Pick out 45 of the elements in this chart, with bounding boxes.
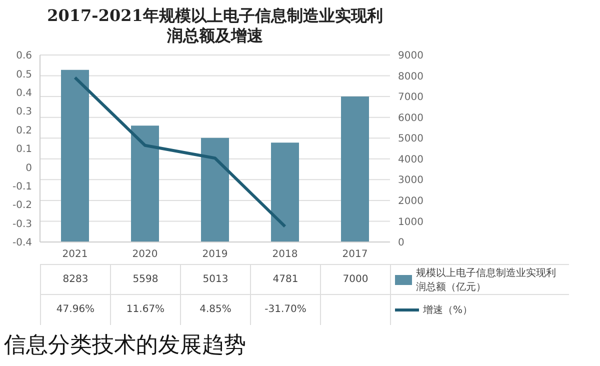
y2-tick-label: 9000 (398, 50, 424, 62)
bar (61, 70, 89, 242)
x-tick-label: 2021 (62, 249, 88, 260)
bar (271, 142, 299, 242)
bar (201, 138, 229, 242)
legend-label: 规模以上电子信息制造业实现利润总额（亿元） (416, 266, 558, 294)
y2-tick-label: 7000 (398, 92, 424, 104)
data-label: 11.67% (110, 294, 180, 324)
y-tick-label: 0 (26, 162, 32, 174)
y-tick-label: 0.5 (16, 69, 32, 80)
data-label: 47.96% (40, 294, 110, 324)
y2-tick-label: 5000 (398, 134, 424, 145)
data-label: 8283 (40, 264, 110, 294)
y-tick-label: 0.4 (16, 88, 32, 99)
chart-title: 2017-2021年规模以上电子信息制造业实现利润总额及增速 (46, 6, 384, 46)
y2-tick-label: 2000 (398, 196, 424, 207)
y-tick-label: 0.2 (16, 125, 32, 136)
bar (131, 126, 159, 242)
y2-tick-label: 8000 (398, 71, 424, 82)
data-label: 4.85% (180, 294, 250, 324)
y-tick-label: 0.3 (16, 106, 32, 118)
y2-tick-label: 4000 (398, 154, 424, 166)
y2-tick-label: 1000 (398, 216, 424, 228)
line-series (74, 76, 286, 228)
text: 信息分类技术的发展趋势 (4, 332, 246, 360)
y-tick-label: -0.2 (12, 200, 32, 212)
y2-tick-label: 3000 (398, 175, 424, 186)
x-tick-label: 2019 (202, 249, 228, 260)
y-tick-label: -0.4 (12, 238, 32, 249)
data-label: 5598 (110, 264, 180, 294)
data-label: 7000 (320, 264, 390, 294)
y-tick-label: 0.6 (16, 50, 32, 62)
y2-tick-label: 6000 (398, 112, 424, 124)
data-label: 5013 (180, 264, 250, 294)
y-tick-label: 0.1 (16, 144, 32, 156)
data-label: 4781 (250, 264, 320, 294)
y-tick-label: -0.1 (12, 181, 32, 192)
x-tick-label: 2020 (132, 249, 158, 260)
legend-label: 增速（%） (423, 304, 473, 317)
data-label: -31.70% (250, 294, 320, 324)
y-tick-label: -0.3 (12, 218, 32, 230)
y2-tick-label: 0 (398, 238, 404, 249)
x-tick-label: 2018 (272, 249, 298, 260)
bar (341, 96, 369, 242)
x-tick-label: 2017 (342, 249, 368, 260)
